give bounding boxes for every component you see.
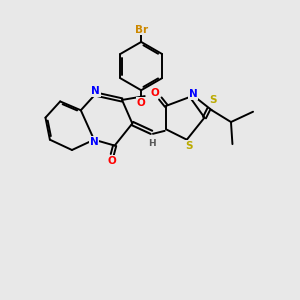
Text: O: O [137, 98, 146, 108]
Text: N: N [91, 86, 100, 96]
Text: S: S [210, 95, 217, 105]
Text: N: N [189, 89, 198, 99]
Text: H: H [148, 139, 155, 148]
Text: O: O [108, 156, 117, 166]
Text: N: N [90, 137, 98, 147]
Text: O: O [151, 88, 159, 98]
Text: Br: Br [135, 25, 148, 34]
Text: S: S [185, 141, 193, 151]
